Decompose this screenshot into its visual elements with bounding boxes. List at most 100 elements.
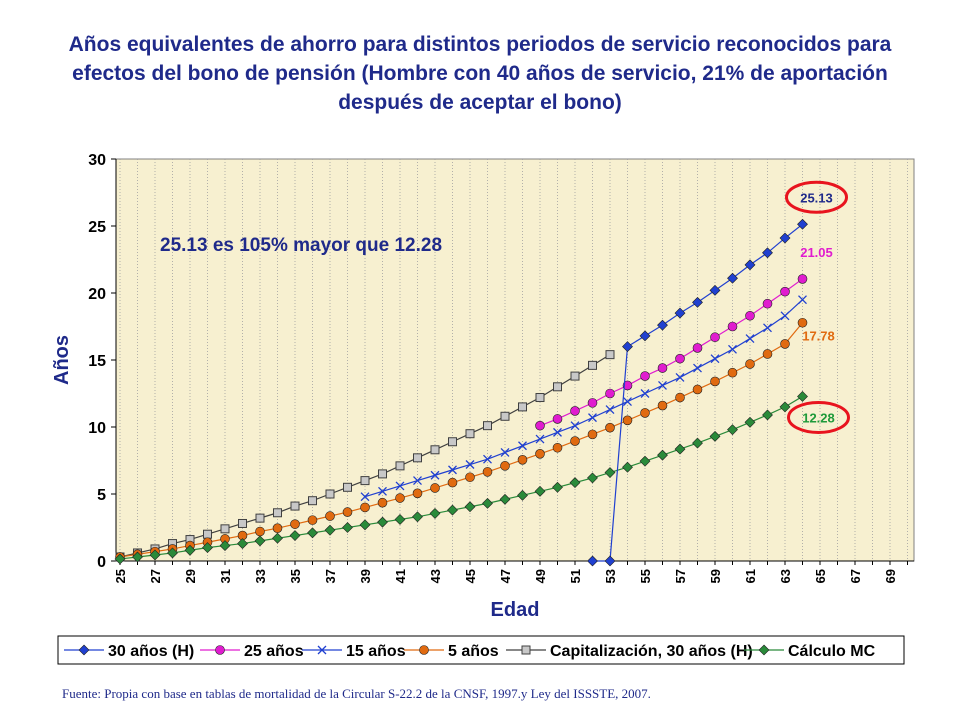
series-30-a-os-h-point: [587, 555, 598, 567]
series-25-a-os-point: [640, 371, 650, 381]
series-30-a-os-h-point: [692, 296, 703, 308]
series-capitalizaci-n-30-a-os-h-point: [395, 461, 405, 471]
series-capitalizaci-n-30-a-os-h-point: [448, 437, 457, 447]
series-capitalizaci-n-30-a-os-h-point: [413, 453, 422, 463]
legend-label: 25 años: [244, 643, 304, 660]
x-tick-label: 53: [603, 569, 618, 583]
legend-marker: [78, 644, 90, 656]
x-tick-label: 45: [463, 569, 478, 583]
series-c-lculo-mc-point: [447, 504, 458, 516]
series-5-a-os-point: [535, 448, 545, 459]
series-30-a-os-h-point: [779, 232, 791, 244]
series-25-a-os-point: [587, 398, 598, 408]
series-30-a-os-h-point: [639, 330, 651, 342]
series-30-a-os-h-point: [762, 247, 773, 259]
series-capitalizaci-n-30-a-os-h-point: [570, 371, 580, 381]
series-5-a-os-point: [727, 367, 738, 378]
series-c-lculo-mc-point: [272, 532, 283, 544]
x-tick-label: 51: [568, 569, 583, 583]
series-15-a-os-point: [570, 421, 580, 431]
y-tick-label: 30: [88, 152, 106, 169]
series-c-lculo-mc-point: [727, 424, 738, 436]
series-25-a-os-point: [762, 298, 773, 309]
series-5-a-os-point: [447, 477, 458, 488]
series-30-a-os-h-point: [797, 218, 808, 230]
series-5-a-os-point: [342, 507, 353, 517]
series-30-a-os-h-point: [709, 284, 721, 296]
series-c-lculo-mc-point: [184, 544, 196, 556]
x-tick-label: 49: [533, 569, 548, 583]
series-capitalizaci-n-30-a-os-h-point: [500, 411, 510, 421]
series-5-a-os-point: [675, 392, 685, 403]
series-c-lculo-mc-point: [604, 467, 616, 478]
series-15-a-os-point: [675, 372, 685, 382]
series-5-a-os-point: [255, 526, 265, 537]
series-5-a-os-line: [119, 322, 803, 558]
series-capitalizaci-n-30-a-os-h-point: [290, 501, 300, 511]
series-25-a-os-point: [552, 414, 563, 424]
series-c-lculo-mc-point: [359, 519, 371, 531]
data-label: 21.05: [800, 245, 833, 260]
series-15-a-os-point: [623, 397, 632, 406]
y-tick-label: 15: [88, 353, 106, 370]
series-5-a-os-point: [272, 523, 283, 533]
series-15-a-os-point: [518, 441, 527, 451]
series-c-lculo-mc-point: [429, 508, 441, 519]
series-5-a-os-point: [412, 488, 423, 499]
series-c-lculo-mc-point: [254, 535, 266, 547]
legend-label: 5 años: [448, 643, 499, 660]
y-tick-label: 0: [97, 554, 106, 571]
series-c-lculo-mc-point: [149, 549, 161, 561]
y-tick-label: 5: [97, 487, 106, 504]
series-c-lculo-mc-point: [167, 547, 178, 559]
series-25-a-os-point: [570, 406, 580, 416]
x-tick-label: 35: [288, 569, 303, 583]
x-tick-label: 59: [708, 569, 723, 583]
legend-marker: [758, 644, 770, 656]
plot-area: [115, 158, 915, 562]
series-25-a-os-point: [710, 332, 720, 343]
series-c-lculo-mc-point: [202, 542, 213, 554]
series-c-lculo-mc-point: [639, 455, 651, 467]
series-25-a-os-point: [780, 286, 790, 297]
series-c-lculo-mc-point: [569, 477, 581, 489]
series-15-a-os-point: [745, 334, 755, 344]
series-capitalizaci-n-30-a-os-h-point: [343, 482, 352, 492]
series-15-a-os-point: [640, 389, 650, 398]
series-25-a-os-point: [727, 321, 738, 332]
highlight-circle: [787, 400, 850, 434]
series-c-lculo-mc-point: [587, 472, 598, 484]
data-label: 12.28: [802, 410, 835, 425]
series-15-a-os-point: [798, 295, 807, 305]
series-5-a-os-point: [517, 455, 528, 465]
series-c-lculo-mc-point: [464, 501, 476, 513]
legend-label: Cálculo MC: [788, 643, 876, 660]
series-c-lculo-mc-point: [709, 430, 721, 442]
series-15-a-os-point: [413, 476, 422, 486]
x-tick-label: 63: [778, 569, 793, 583]
annotation: 25.13 es 105% mayor que 12.28: [160, 235, 442, 256]
x-tick-label: 33: [253, 569, 268, 583]
series-25-a-os-point: [692, 343, 703, 353]
series-15-a-os-line: [364, 299, 803, 498]
series-5-a-os-point: [692, 384, 703, 395]
x-tick-label: 67: [848, 569, 863, 583]
series-c-lculo-mc-point: [499, 493, 511, 505]
legend-marker: [215, 645, 225, 655]
legend-label: Capitalización, 30 años (H): [550, 643, 753, 660]
series-c-lculo-mc-point: [412, 511, 423, 523]
data-label: 17.78: [802, 329, 835, 344]
series-capitalizaci-n-30-a-os-h-point: [308, 496, 317, 506]
series-15-a-os-point: [535, 434, 545, 444]
source-note: Fuente: Propia con base en tablas de mor…: [62, 686, 651, 701]
series-capitalizaci-n-30-a-os-h-point: [518, 402, 527, 412]
series-5-a-os-point: [307, 515, 318, 525]
legend-label: 30 años (H): [108, 643, 194, 660]
series-30-a-os-h-point: [622, 341, 633, 353]
x-axis-title: Edad: [491, 599, 540, 621]
series-capitalizaci-n-30-a-os-h-point: [360, 476, 370, 486]
series-25-a-os-point: [605, 388, 615, 399]
series-5-a-os-point: [482, 467, 493, 477]
series-c-lculo-mc-point: [762, 409, 773, 421]
series-15-a-os-point: [728, 344, 737, 354]
